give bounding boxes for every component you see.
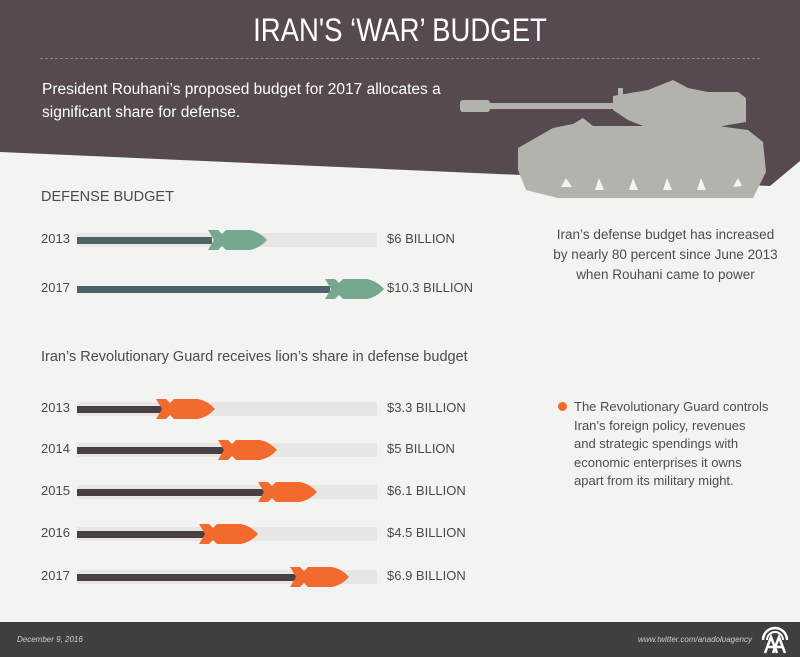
intro-text: President Rouhani’s proposed budget for …	[42, 81, 441, 121]
defense-row-2017: 2017 $10.3 BILLION	[0, 279, 800, 299]
year-label: 2017	[41, 280, 70, 295]
bar-shaft	[77, 237, 212, 244]
title-divider	[40, 58, 760, 59]
year-label: 2017	[41, 568, 70, 583]
guard-row-2015: 2015 $6.1 BILLION	[0, 482, 800, 502]
bar-shaft	[77, 406, 162, 413]
bar-shaft	[77, 489, 264, 496]
guard-note: The Revolutionary Guard controls Iran’s …	[574, 398, 769, 491]
year-label: 2013	[41, 231, 70, 246]
guard-row-2017: 2017 $6.9 BILLION	[0, 567, 800, 587]
year-label: 2013	[41, 400, 70, 415]
rocket-icon	[290, 567, 349, 587]
guard-row-2013: 2013 $3.3 BILLION	[0, 399, 800, 419]
defense-note: Iran’s defense budget has increased by n…	[553, 227, 778, 282]
bar-shaft	[77, 531, 205, 538]
value-label: $6 BILLION	[387, 231, 455, 246]
bar-shaft	[77, 574, 296, 581]
guard-row-2014: 2014 $5 BILLION	[0, 440, 800, 460]
rocket-icon	[258, 482, 317, 502]
guard-row-2016: 2016 $4.5 BILLION	[0, 524, 800, 544]
rocket-icon	[218, 440, 277, 460]
twitter-link[interactable]: www.twitter.com/anadoluagency	[638, 635, 752, 644]
year-label: 2014	[41, 441, 70, 456]
defense-title: DEFENSE BUDGET	[41, 189, 174, 205]
rocket-icon	[156, 399, 215, 419]
footer-date: December 9, 2016	[17, 635, 83, 644]
value-label: $4.5 BILLION	[387, 525, 466, 540]
value-label: $6.1 BILLION	[387, 483, 466, 498]
guard-note-text: The Revolutionary Guard controls Iran’s …	[574, 399, 769, 488]
year-label: 2016	[41, 525, 70, 540]
anadolu-logo-icon	[761, 626, 789, 654]
value-label: $5 BILLION	[387, 441, 455, 456]
guard-title: Iran’s Revolutionary Guard receives lion…	[41, 349, 468, 365]
year-label: 2015	[41, 483, 70, 498]
value-label: $3.3 BILLION	[387, 400, 466, 415]
footer: December 9, 2016 www.twitter.com/anadolu…	[0, 622, 800, 657]
bar-shaft	[77, 447, 224, 454]
rocket-icon	[208, 230, 267, 250]
bar-shaft	[77, 286, 330, 293]
rocket-icon	[199, 524, 258, 544]
defense-row-2013: 2013 $6 BILLION	[0, 230, 800, 250]
page-title: IRAN'S ‘WAR’ BUDGET	[253, 12, 547, 48]
value-label: $10.3 BILLION	[387, 280, 473, 295]
tank-icon	[460, 80, 766, 198]
guard-note-bullet	[558, 402, 567, 411]
rocket-icon	[325, 279, 384, 299]
value-label: $6.9 BILLION	[387, 568, 466, 583]
